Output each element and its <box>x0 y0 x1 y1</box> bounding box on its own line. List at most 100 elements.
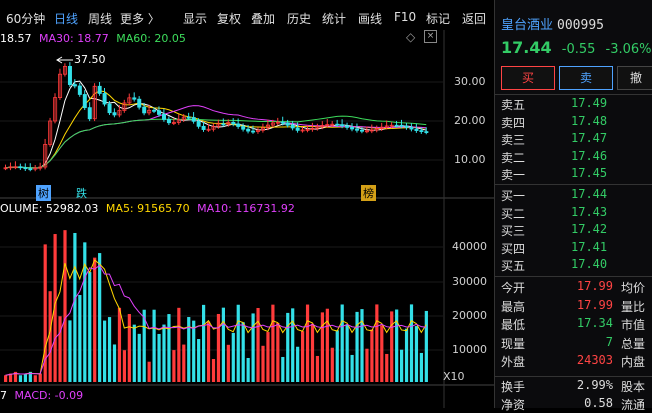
candle-body <box>117 110 122 116</box>
toolbar-item[interactable]: 画线 <box>358 12 383 26</box>
candle-body <box>206 128 211 131</box>
price-change: -0.55 <box>561 42 596 57</box>
stat-label-2: 流通 <box>621 398 646 412</box>
candle-body <box>414 128 419 131</box>
candle-body <box>161 114 166 120</box>
volume-bar <box>112 344 117 382</box>
buy-button[interactable]: 买 <box>501 66 555 90</box>
candle-body <box>18 166 23 169</box>
volume-bar <box>395 309 399 382</box>
candle-body <box>260 127 265 131</box>
volume-bar <box>365 348 369 382</box>
volume-bar <box>261 345 265 382</box>
candle-body <box>147 109 152 114</box>
candle-body <box>13 166 18 169</box>
toolbar-item[interactable]: 更多 〉 <box>120 12 160 26</box>
candle-body <box>251 130 256 133</box>
ask-label: 卖一 <box>501 168 526 183</box>
chart-area[interactable]: 60分钟 日线 周线 更多 〉 显示 复权 叠加 历史 统计 画线 F10 标记 返回 18.57 MA… <box>0 0 494 408</box>
toolbar-item[interactable]: 日线 <box>54 12 79 26</box>
volume-bar <box>226 344 230 382</box>
candle-body <box>82 94 87 109</box>
stat-value: 17.99 <box>576 297 613 312</box>
volume-ma10-line <box>5 264 427 376</box>
bid-row[interactable]: 买四 17.41 <box>501 240 651 257</box>
candle-body <box>330 123 335 126</box>
volume-bar <box>241 322 245 382</box>
volume-bar <box>400 349 404 382</box>
volume-bar <box>271 304 275 382</box>
ask-label: 卖四 <box>501 115 526 130</box>
toolbar-item[interactable]: 标记 <box>426 12 451 26</box>
candle-body <box>186 116 191 119</box>
divider <box>495 376 652 377</box>
vol-tick-10000: 10000 <box>452 343 487 356</box>
candle-body <box>43 143 48 168</box>
bid-price: 17.40 <box>571 257 608 272</box>
ma5-line <box>5 80 427 169</box>
bid-row[interactable]: 买五 17.40 <box>501 257 651 274</box>
volume-bar <box>211 359 216 382</box>
ma60-value: MA60: 20.05 <box>116 32 186 45</box>
ma30-value: MA30: 18.77 <box>39 32 109 45</box>
volume-bar <box>251 313 255 382</box>
toolbar-item[interactable]: 60分钟 <box>6 12 46 26</box>
candle-body <box>394 124 399 127</box>
candle-body <box>374 128 379 131</box>
close-icon[interactable]: × <box>424 30 437 43</box>
event-tag-1[interactable]: 树 <box>36 185 51 201</box>
event-tag-2[interactable]: 跌 <box>76 187 87 200</box>
volume-bar <box>103 320 107 382</box>
stat-value: 0.58 <box>584 396 613 410</box>
toolbar-item[interactable]: 统计 <box>322 12 347 26</box>
volume-bar <box>236 304 240 382</box>
volume-bar <box>137 333 141 382</box>
volume-bar <box>68 320 72 382</box>
collapse-icon[interactable]: ◇ <box>406 30 416 44</box>
candle-body <box>152 109 157 112</box>
candle-body <box>63 66 68 75</box>
ask-row[interactable]: 卖二 17.46 <box>501 149 651 166</box>
volume-bar <box>231 332 235 382</box>
toolbar-item[interactable]: F10 <box>394 10 417 24</box>
candle-body <box>191 117 196 122</box>
cancel-button[interactable]: 撤 <box>617 66 652 90</box>
bid-price: 17.41 <box>571 239 608 254</box>
ask-row[interactable]: 卖五 17.49 <box>501 96 651 113</box>
candle-body <box>157 110 162 115</box>
volume-bar <box>286 312 290 382</box>
ask-row[interactable]: 卖三 17.47 <box>501 131 651 148</box>
event-tag-3[interactable]: 榜 <box>361 185 376 201</box>
bid-row[interactable]: 买一 17.44 <box>501 187 651 204</box>
toolbar-item[interactable]: 历史 <box>287 12 312 26</box>
candle-body <box>102 93 107 105</box>
price-change-pct: -3.06% <box>605 42 652 57</box>
toolbar-item[interactable]: 复权 <box>217 12 242 26</box>
toolbar-item[interactable]: 叠加 <box>251 12 276 26</box>
candle-body <box>92 85 97 120</box>
volume-bar <box>355 311 359 382</box>
vol-tick-30000: 30000 <box>452 275 487 288</box>
high-annotation: 37.50 <box>74 53 106 66</box>
candle-body <box>265 124 270 129</box>
toolbar-item[interactable]: 返回 <box>462 12 487 26</box>
bid-row[interactable]: 买二 17.43 <box>501 205 651 222</box>
toolbar-item[interactable]: 显示 <box>183 12 208 26</box>
bid-label: 买二 <box>501 206 526 221</box>
ask-row[interactable]: 卖一 17.45 <box>501 166 651 183</box>
stock-code: 000995 <box>557 18 604 33</box>
toolbar-item[interactable]: 周线 <box>88 12 113 26</box>
bid-row[interactable]: 买三 17.42 <box>501 222 651 239</box>
stat-row: 换手 2.99% 股本 <box>501 378 652 395</box>
candle-body <box>246 128 251 132</box>
sell-button[interactable]: 卖 <box>559 66 613 90</box>
volume-bar <box>206 321 211 382</box>
quote-panel: 皇台酒业 000995 17.44 -0.55 -3.06% 买 卖 撤 卖五 17… <box>494 0 652 412</box>
volume-bar <box>4 375 8 382</box>
candle-body <box>419 130 424 132</box>
divider <box>495 276 652 277</box>
volume-bar <box>93 257 97 382</box>
candle-body <box>137 98 142 108</box>
volume-bar <box>142 309 146 382</box>
ask-row[interactable]: 卖四 17.48 <box>501 114 651 131</box>
